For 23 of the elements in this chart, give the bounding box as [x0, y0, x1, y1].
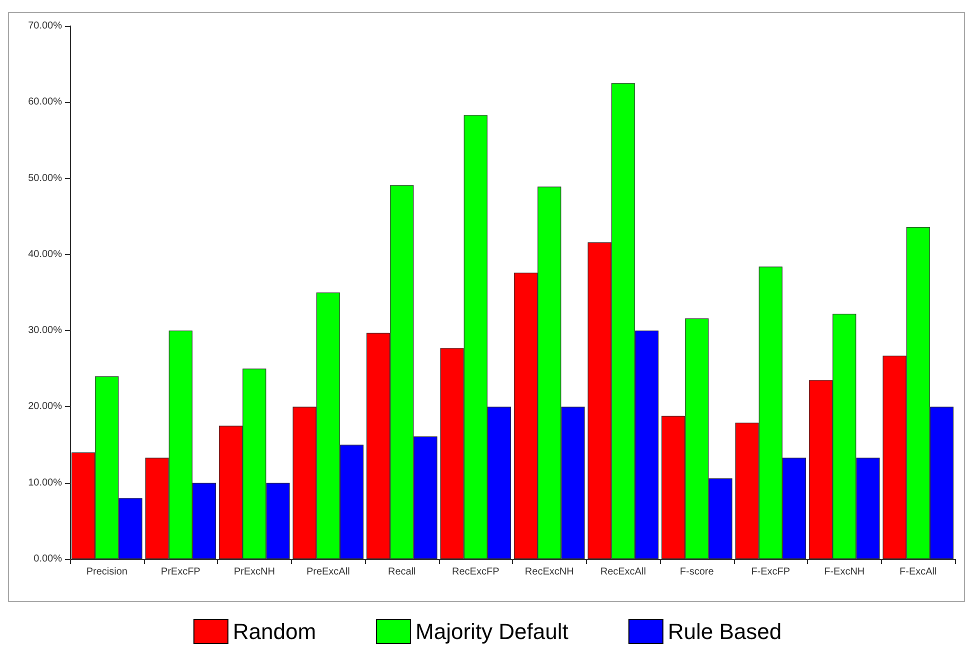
y-tick-label: 30.00%	[28, 325, 62, 336]
x-tick-label: RecExcNH	[524, 566, 574, 578]
x-tick-label: Recall	[388, 566, 416, 578]
legend-label: Rule Based	[668, 619, 782, 644]
y-tick-label: 40.00%	[28, 248, 62, 260]
x-tick-label: RecExcAll	[600, 566, 646, 578]
legend-label: Random	[232, 619, 316, 644]
x-tick-label: F-ExcAll	[900, 566, 937, 578]
y-tick-label: 10.00%	[28, 477, 62, 488]
x-tick-label: Precision	[86, 566, 128, 578]
y-tick-label: 0.00%	[34, 554, 62, 564]
y-tick-label: 20.00%	[28, 401, 62, 412]
x-tick-label: F-ExcNH	[824, 566, 865, 578]
x-tick-label: RecExcFP	[452, 566, 500, 578]
x-tick-label: F-score	[680, 566, 714, 578]
legend-label: Majority Default	[416, 619, 568, 644]
x-tick-label: F-ExcFP	[751, 566, 790, 578]
x-tick-label: PrExcFP	[160, 566, 201, 578]
y-tick-label: 70.00%	[28, 20, 62, 32]
y-tick-label: 60.00%	[28, 96, 62, 108]
x-tick-label: PreExcAll	[306, 566, 350, 578]
x-tick-label: PrExcNH	[234, 566, 275, 578]
y-tick-label: 50.00%	[28, 172, 62, 184]
